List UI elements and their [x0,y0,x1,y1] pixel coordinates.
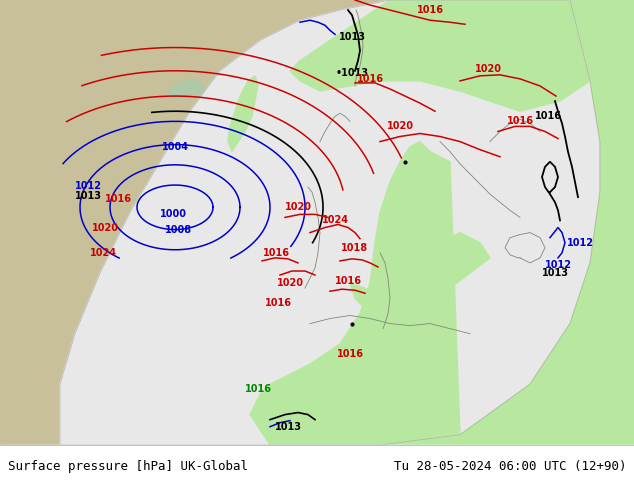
Text: 1016: 1016 [262,248,290,258]
Text: 1020: 1020 [276,278,304,288]
Text: 1016: 1016 [335,276,361,286]
Text: 1004: 1004 [162,142,188,151]
Text: 1020: 1020 [474,64,501,74]
Text: 1024: 1024 [89,248,117,258]
Text: 1016: 1016 [417,5,444,15]
Text: 1012: 1012 [75,181,101,191]
Polygon shape [480,0,634,142]
Text: 1012: 1012 [545,260,571,270]
Text: 1013: 1013 [275,422,302,432]
Text: 1012: 1012 [567,238,593,247]
Polygon shape [0,0,200,162]
Text: 1016: 1016 [337,349,363,359]
Text: 1016: 1016 [245,384,271,394]
Polygon shape [168,79,205,99]
Polygon shape [60,0,600,445]
Text: 1008: 1008 [164,224,191,235]
Text: 1016: 1016 [534,111,562,122]
Text: 1018: 1018 [342,243,368,253]
Text: Tu 28-05-2024 06:00 UTC (12+90): Tu 28-05-2024 06:00 UTC (12+90) [394,461,626,473]
Text: 1013: 1013 [75,191,101,201]
Text: 1020: 1020 [91,222,119,233]
Polygon shape [228,76,258,152]
Text: 1020: 1020 [285,202,311,212]
Text: 1016: 1016 [105,194,131,204]
Text: 1000: 1000 [160,209,186,220]
Text: 1024: 1024 [321,216,349,225]
Text: Surface pressure [hPa] UK-Global: Surface pressure [hPa] UK-Global [8,461,248,473]
Polygon shape [0,303,80,445]
Polygon shape [290,0,590,111]
Text: 1016: 1016 [356,74,384,84]
Text: 1013: 1013 [339,32,365,43]
Text: 1020: 1020 [387,122,413,131]
Text: 1013: 1013 [541,268,569,278]
Text: 1016: 1016 [264,298,292,308]
Polygon shape [550,243,634,445]
Polygon shape [350,233,490,318]
Polygon shape [250,142,460,445]
Polygon shape [370,0,634,445]
Text: 1016: 1016 [507,116,533,126]
Text: •1013: •1013 [335,68,368,78]
